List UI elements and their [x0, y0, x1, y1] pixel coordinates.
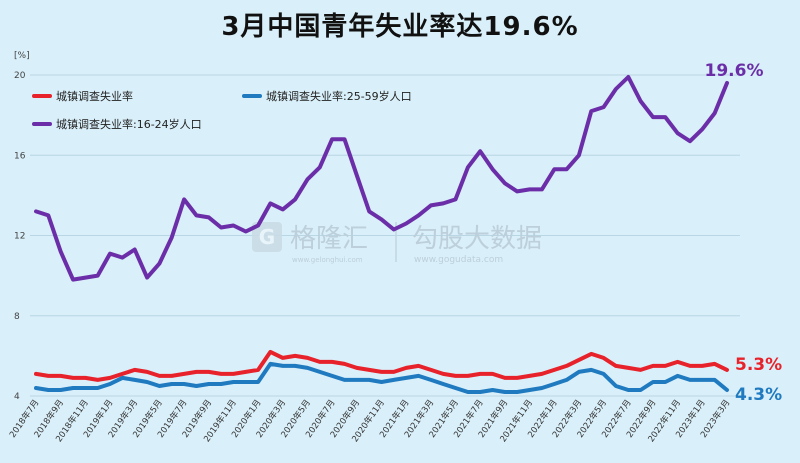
legend-label: 城镇调查失业率:16-24岁人口	[56, 117, 202, 131]
watermark: G 格隆汇 www.gelonghui.com 勾股大数据 www.goguda…	[252, 222, 542, 265]
series-line-0	[34, 349, 729, 382]
watermark-brand-left-url: www.gelonghui.com	[292, 256, 363, 264]
y-tick-label: 12	[14, 232, 25, 242]
series-line-2	[34, 75, 729, 282]
legend-label: 城镇调查失业率	[56, 89, 133, 103]
end-value-label: 19.6%	[705, 61, 764, 81]
chart-title: 3月中国青年失业率达19.6%	[221, 12, 579, 42]
watermark-brand-right-url: www.gogudata.com	[414, 255, 503, 265]
grid-lines	[30, 74, 740, 397]
x-axis: 2018年7月2018年9月2018年11月2019年1月2019年3月2019…	[7, 397, 732, 444]
legend-label: 城镇调查失业率:25-59岁人口	[266, 89, 412, 103]
series-lines	[34, 75, 729, 394]
watermark-brand-left: 格隆汇	[290, 224, 368, 254]
y-axis-label: [%]	[14, 51, 30, 61]
y-axis: 4 8 12 16 20	[14, 71, 26, 402]
watermark-logo-letter: G	[259, 225, 275, 249]
end-value-label: 5.3%	[735, 355, 782, 375]
watermark-brand-right: 勾股大数据	[412, 224, 542, 254]
watermark-logo-icon	[252, 222, 282, 252]
end-labels: 5.3% 4.3% 19.6%	[705, 61, 783, 405]
y-tick-label: 16	[14, 151, 26, 161]
y-tick-label: 8	[14, 312, 20, 322]
y-tick-label: 20	[14, 71, 26, 81]
y-tick-label: 4	[14, 392, 20, 402]
series-line-1	[34, 361, 729, 394]
end-value-label: 4.3%	[735, 385, 782, 405]
